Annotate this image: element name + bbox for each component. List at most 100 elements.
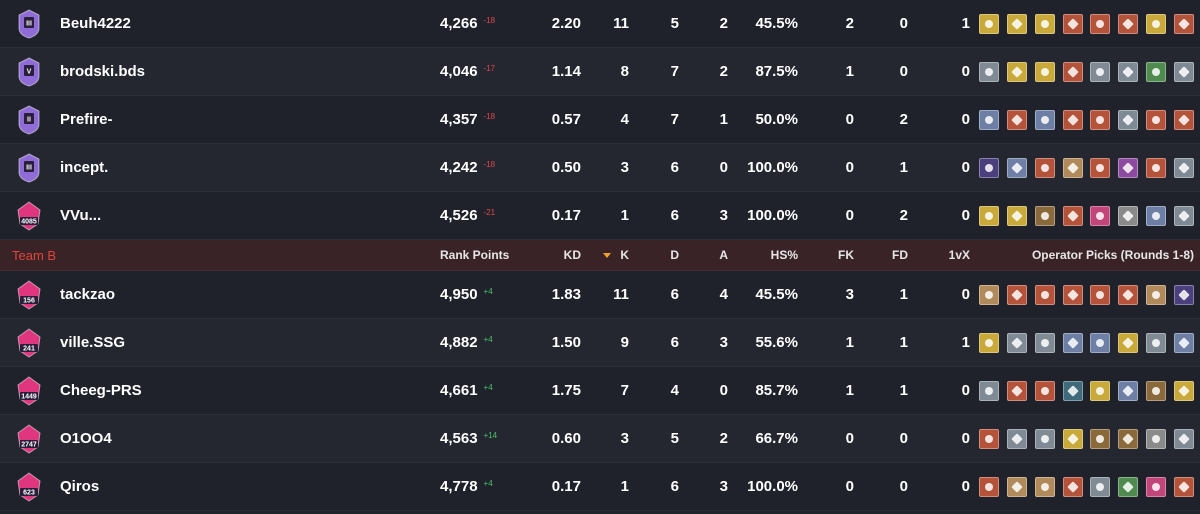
operator-icon[interactable] [1062,332,1083,353]
operator-icon[interactable] [1034,476,1055,497]
operator-icon[interactable] [1118,13,1139,34]
operator-icon[interactable] [1034,284,1055,305]
operator-icon[interactable] [1090,157,1111,178]
operator-icon[interactable] [1090,332,1111,353]
operator-icon[interactable] [1173,61,1194,82]
operator-icon[interactable] [1034,332,1055,353]
operator-icon[interactable] [1090,205,1111,226]
player-row-b-2[interactable]: 1449 Cheeg-PRS 4,661 +4 1.75 7 4 0 85.7% … [0,367,1200,415]
player-row-b-1[interactable]: 241 ville.SSG 4,882 +4 1.50 9 6 3 55.6% 1… [0,319,1200,367]
operator-icon[interactable] [1034,13,1055,34]
operator-icon[interactable] [1146,157,1167,178]
operator-icon[interactable] [1118,205,1139,226]
player-row-b-3[interactable]: 2747 O1OO4 4,563 +14 0.60 3 5 2 66.7% 0 0… [0,415,1200,463]
operator-icon[interactable] [1118,61,1139,82]
operator-icon[interactable] [1118,428,1139,449]
operator-icon[interactable] [979,61,999,82]
operator-icon[interactable] [1034,205,1055,226]
operator-icon[interactable] [979,157,999,178]
operator-icon[interactable] [1062,428,1083,449]
operator-icon[interactable] [979,380,999,401]
operator-icon[interactable] [1146,428,1167,449]
operator-icon[interactable] [979,13,999,34]
player-row-a-0[interactable]: III Beuh4222 4,266 -18 2.20 11 5 2 45.5% … [0,0,1200,48]
operator-icon[interactable] [1034,380,1055,401]
operator-icon[interactable] [1173,332,1194,353]
operator-icon[interactable] [1146,205,1167,226]
operator-icon[interactable] [1146,61,1167,82]
operator-icon[interactable] [1090,13,1111,34]
player-name[interactable]: ville.SSG [60,334,126,351]
player-name[interactable]: O1OO4 [60,430,112,447]
player-row-b-4[interactable]: 623 Qiros 4,778 +4 0.17 1 6 3 100.0% 0 0 … [0,463,1200,511]
operator-icon[interactable] [1062,380,1083,401]
player-row-a-4[interactable]: 4085 VVu... 4,526 -21 0.17 1 6 3 100.0% 0… [0,192,1200,240]
player-row-b-0[interactable]: 156 tackzao 4,950 +4 1.83 11 6 4 45.5% 3 … [0,271,1200,319]
player-name[interactable]: Cheeg-PRS [60,382,142,399]
operator-icon[interactable] [1034,61,1055,82]
operator-icon[interactable] [1090,428,1111,449]
player-name[interactable]: Prefire- [60,111,113,128]
operator-icon[interactable] [1118,109,1139,130]
operator-icon[interactable] [1146,476,1167,497]
operator-icon[interactable] [1090,61,1111,82]
column-header-d[interactable]: D [670,248,679,262]
operator-icon[interactable] [1006,157,1027,178]
operator-icon[interactable] [1118,284,1139,305]
operator-icon[interactable] [979,205,999,226]
operator-icon[interactable] [1062,61,1083,82]
operator-icon[interactable] [1062,109,1083,130]
operator-icon[interactable] [979,284,999,305]
operator-icon[interactable] [1006,476,1027,497]
operator-icon[interactable] [1006,109,1027,130]
operator-icon[interactable] [1173,380,1194,401]
player-row-a-2[interactable]: II Prefire- 4,357 -18 0.57 4 7 1 50.0% 0 … [0,96,1200,144]
column-header-a[interactable]: A [719,248,728,262]
player-name[interactable]: Qiros [60,478,100,495]
operator-icon[interactable] [1062,157,1083,178]
operator-icon[interactable] [1173,205,1194,226]
operator-icon[interactable] [979,109,999,130]
operator-icon[interactable] [1090,284,1111,305]
column-header-kd[interactable]: KD [563,248,581,262]
operator-icon[interactable] [1173,284,1194,305]
operator-icon[interactable] [1146,109,1167,130]
player-name[interactable]: Beuh4222 [60,15,131,32]
operator-icon[interactable] [1062,205,1083,226]
player-name[interactable]: incept. [60,159,109,176]
column-header-1vx[interactable]: 1vX [948,248,970,262]
operator-icon[interactable] [1006,13,1027,34]
operator-icon[interactable] [1062,13,1083,34]
operator-icon[interactable] [1173,428,1194,449]
player-row-a-1[interactable]: V brodski.bds 4,046 -17 1.14 8 7 2 87.5% … [0,48,1200,96]
operator-icon[interactable] [979,476,999,497]
operator-icon[interactable] [1006,380,1027,401]
operator-icon[interactable] [1118,380,1139,401]
column-header-fd[interactable]: FD [892,248,908,262]
operator-icon[interactable] [1034,428,1055,449]
column-header-k[interactable]: K [590,240,629,270]
operator-icon[interactable] [1146,380,1167,401]
operator-icon[interactable] [1006,284,1027,305]
operator-icon[interactable] [1173,476,1194,497]
operator-icon[interactable] [1090,476,1111,497]
operator-icon[interactable] [1006,61,1027,82]
operator-icon[interactable] [1146,13,1167,34]
operator-icon[interactable] [1034,109,1055,130]
player-name[interactable]: VVu... [60,207,102,224]
operator-icon[interactable] [1118,476,1139,497]
column-header-hs[interactable]: HS% [770,248,798,262]
column-header-fk[interactable]: FK [838,248,854,262]
operator-icon[interactable] [1006,428,1027,449]
column-header-rank-points[interactable]: Rank Points [440,248,510,262]
operator-icon[interactable] [1062,284,1083,305]
operator-icon[interactable] [1173,109,1194,130]
operator-icon[interactable] [1146,284,1167,305]
operator-icon[interactable] [1118,157,1139,178]
operator-icon[interactable] [1146,332,1167,353]
operator-icon[interactable] [1006,332,1027,353]
operator-icon[interactable] [1090,380,1111,401]
operator-icon[interactable] [979,428,999,449]
operator-icon[interactable] [979,332,999,353]
operator-icon[interactable] [1118,332,1139,353]
